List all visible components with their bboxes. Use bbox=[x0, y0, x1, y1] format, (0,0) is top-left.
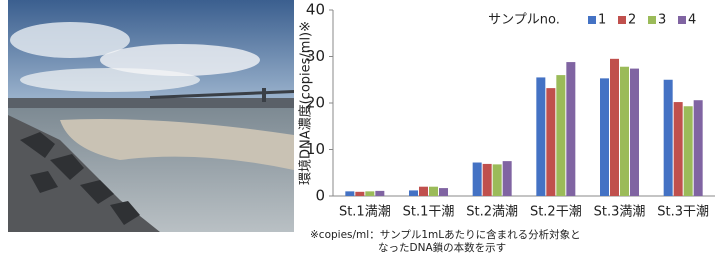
bar bbox=[684, 106, 693, 196]
footnote: ※copies/ml：サンプル1mLあたりに含まれる分析対象と bbox=[310, 228, 581, 241]
footnote: なったDNA鎖の本数を示す bbox=[378, 241, 506, 254]
x-tick-label: St.3干潮 bbox=[657, 205, 709, 220]
legend-swatch bbox=[588, 16, 596, 24]
x-tick-label: St.1満潮 bbox=[339, 205, 391, 220]
bar bbox=[473, 163, 482, 196]
y-tick-label: 20 bbox=[306, 94, 325, 112]
bar bbox=[503, 161, 512, 196]
bar bbox=[483, 164, 492, 196]
legend-swatch bbox=[678, 16, 686, 24]
bar bbox=[375, 191, 384, 196]
bar bbox=[546, 88, 555, 196]
bar bbox=[556, 75, 565, 196]
photo bbox=[8, 0, 294, 232]
x-tick-label: St.3満潮 bbox=[594, 205, 646, 220]
bar bbox=[536, 77, 545, 196]
bar bbox=[365, 191, 374, 196]
bar bbox=[664, 80, 673, 196]
legend-label: 1 bbox=[598, 13, 606, 28]
bar bbox=[429, 187, 438, 196]
page: 環境DNA濃度(copies/ml)※ ※copies/ml：サンプル1mLあた… bbox=[0, 0, 724, 255]
bar bbox=[493, 164, 502, 196]
x-tick-label: St.1干潮 bbox=[403, 205, 455, 220]
y-tick-label: 30 bbox=[306, 47, 325, 65]
bar bbox=[630, 69, 639, 196]
legend-label: 4 bbox=[688, 13, 696, 28]
legend-title: サンプルno. bbox=[488, 13, 560, 28]
legend-swatch bbox=[648, 16, 656, 24]
bar bbox=[610, 59, 619, 196]
y-tick-label: 0 bbox=[315, 187, 325, 205]
bar bbox=[674, 102, 683, 196]
legend-label: 3 bbox=[658, 13, 666, 28]
bar bbox=[694, 100, 703, 196]
bar bbox=[566, 62, 575, 196]
bar bbox=[345, 191, 354, 196]
bar bbox=[409, 190, 418, 196]
y-tick-label: 10 bbox=[306, 140, 325, 158]
bar bbox=[355, 192, 364, 196]
bar bbox=[439, 188, 448, 196]
bar bbox=[620, 67, 629, 196]
bar bbox=[600, 78, 609, 196]
legend-swatch bbox=[618, 16, 626, 24]
bar bbox=[419, 187, 428, 196]
y-tick-label: 40 bbox=[306, 1, 325, 19]
legend-label: 2 bbox=[628, 13, 636, 28]
x-tick-label: St.2干潮 bbox=[530, 205, 582, 220]
x-tick-label: St.2満潮 bbox=[466, 205, 518, 220]
